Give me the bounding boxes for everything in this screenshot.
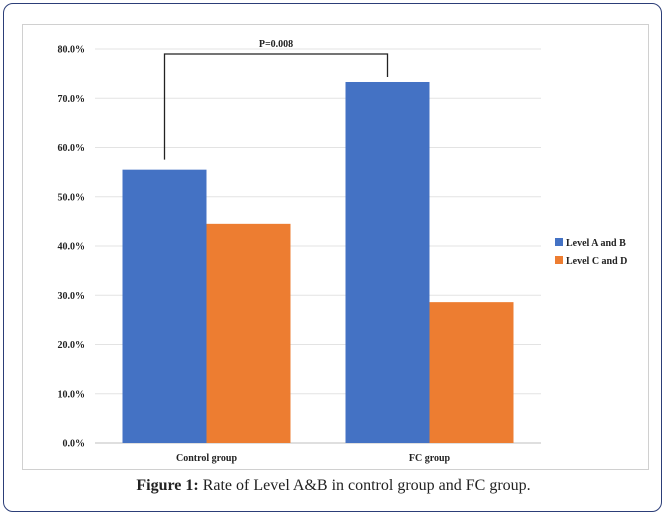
legend-swatch bbox=[555, 238, 563, 246]
y-tick-label: 70.0% bbox=[58, 94, 86, 105]
bar-chart: 0.0% 10.0% 20.0% 30.0% 40.0% 50.0% 60.0% 70.0% 8… bbox=[58, 39, 628, 464]
significance-bracket bbox=[163, 53, 389, 160]
caption-text: Rate of Level A&B in control group and F… bbox=[202, 477, 531, 494]
y-tick-label: 10.0% bbox=[58, 389, 86, 400]
y-tick-label: 60.0% bbox=[58, 143, 86, 154]
y-tick-label: 20.0% bbox=[58, 340, 86, 351]
y-tick-label: 40.0% bbox=[58, 242, 86, 253]
bar-level-c-d bbox=[206, 223, 291, 443]
p-value-annotation: P=0.008 bbox=[259, 39, 293, 50]
caption-label: Figure 1: bbox=[136, 477, 199, 494]
figure-frame: 0.0% 10.0% 20.0% 30.0% 40.0% 50.0% 60.0% 70.0% 8… bbox=[3, 3, 662, 512]
y-tick-label: 50.0% bbox=[58, 192, 86, 203]
y-tick-label: 30.0% bbox=[58, 291, 86, 302]
figure-caption: Figure 1: Rate of Level A&B in control g… bbox=[0, 477, 667, 495]
x-tick-label: FC group bbox=[409, 453, 451, 464]
chart-area: 0.0% 10.0% 20.0% 30.0% 40.0% 50.0% 60.0% 70.0% 8… bbox=[22, 24, 649, 470]
bar-level-a-b bbox=[345, 81, 430, 443]
x-tick-label: Control group bbox=[176, 453, 237, 464]
bar-level-a-b bbox=[122, 169, 207, 443]
y-tick-label: 80.0% bbox=[58, 45, 86, 56]
bar-level-c-d bbox=[429, 302, 514, 443]
legend-swatch bbox=[555, 256, 563, 264]
legend-label: Level A and B bbox=[566, 238, 626, 249]
legend-label: Level C and D bbox=[566, 256, 627, 267]
y-tick-label: 0.0% bbox=[63, 439, 86, 450]
